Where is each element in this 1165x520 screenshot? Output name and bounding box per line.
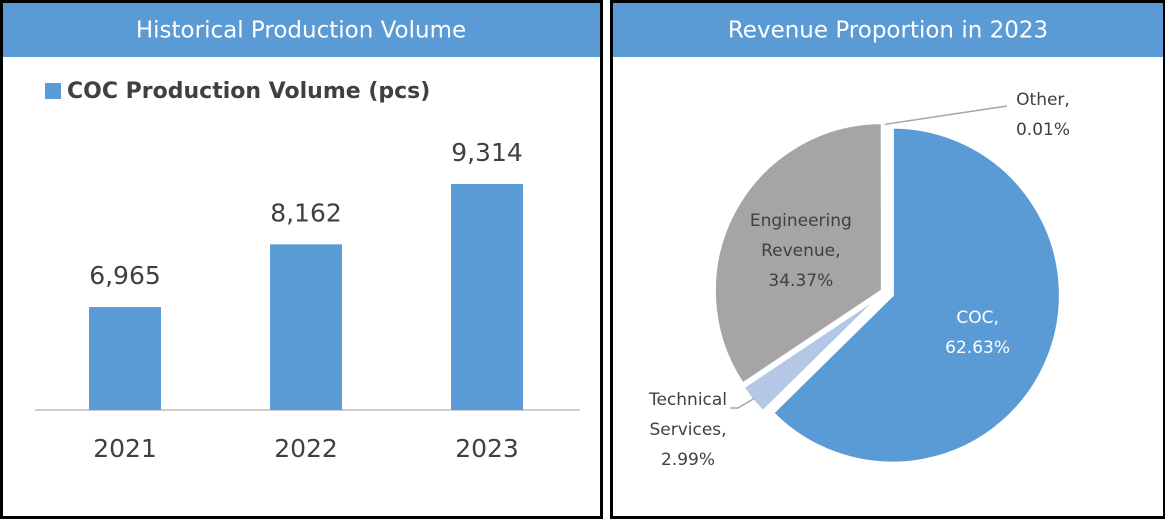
slice-label-line: Services, xyxy=(649,420,726,440)
bar xyxy=(270,244,342,410)
slice-value-label: 0.01% xyxy=(1016,120,1070,140)
right-title-bar xyxy=(613,3,1163,57)
legend-swatch xyxy=(45,83,61,99)
left-title-bar xyxy=(3,3,600,57)
pie-slice xyxy=(712,121,884,387)
bar xyxy=(89,307,161,410)
slice-value-label: 34.37% xyxy=(768,271,833,291)
chart-title: Revenue Proportion in 2023 xyxy=(728,18,1048,44)
slice-label-line: Revenue, xyxy=(761,241,840,261)
chart-title: Historical Production Volume xyxy=(136,18,466,44)
slice-label: Engineering Revenue, xyxy=(750,211,852,261)
slice-label-line: COC, xyxy=(956,308,999,328)
legend-label: COC Production Volume (pcs) xyxy=(67,79,430,104)
value-label: 8,162 xyxy=(270,198,342,227)
leader-line xyxy=(730,397,756,409)
slice-label-line: Technical xyxy=(648,390,727,410)
x-tick-label: 2022 xyxy=(274,434,338,463)
slice-label-line: Engineering xyxy=(750,211,852,231)
slice-value-label: 2.99% xyxy=(661,450,715,470)
slice-label-line: Other, xyxy=(1016,90,1070,110)
slice-value-label: 62.63% xyxy=(945,338,1010,358)
value-label: 9,314 xyxy=(451,138,523,167)
pie-slice xyxy=(770,125,1062,465)
x-tick-label: 2021 xyxy=(93,434,157,463)
value-label: 6,965 xyxy=(89,261,161,290)
slice-label: Technical Services, xyxy=(648,390,727,440)
slice-label: Other, xyxy=(1016,90,1070,110)
x-tick-label: 2023 xyxy=(455,434,519,463)
bar xyxy=(451,183,523,410)
slice-label: COC, xyxy=(956,308,999,328)
leader-line xyxy=(884,105,1008,126)
